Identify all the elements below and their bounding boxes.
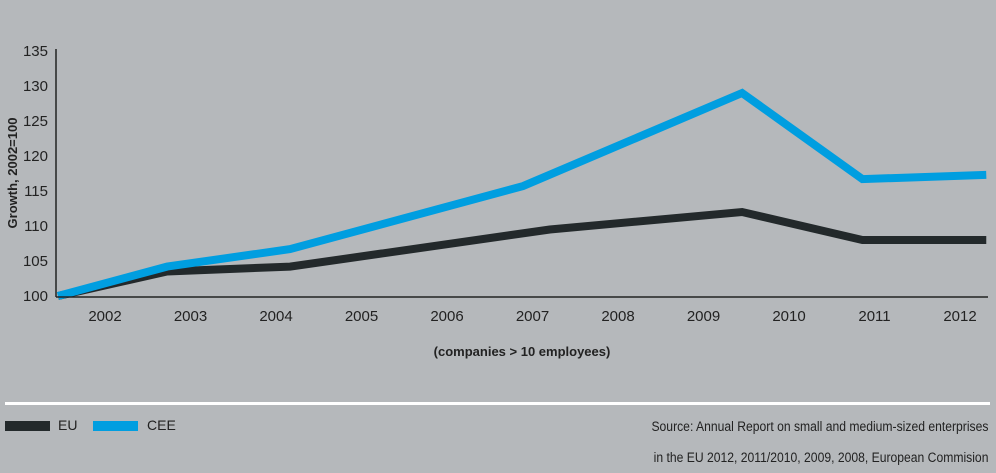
series-line-eu [57,207,987,300]
y-tick-label: 100 [23,288,48,305]
y-tick-label: 105 [23,253,48,270]
line-chart: 100 105 110 115 120 125 130 135 2002 2003 2004 200… [5,43,988,359]
y-tick-label: 130 [23,78,48,95]
x-tick-label: 2011 [858,308,890,325]
y-axis-label: Growth, 2002=100 [5,118,20,229]
y-tick-label: 125 [23,113,48,130]
x-tick-label: 2007 [516,308,549,325]
x-tick-label: 2012 [943,308,976,325]
x-tick-label: 2002 [88,308,121,325]
series-line-cee [56,88,987,300]
legend-swatch-eu [5,421,50,431]
source-note: Source: Annual Report on small and mediu… [651,411,988,473]
x-tick-label: 2006 [430,308,463,325]
x-tick-label: 2009 [687,308,720,325]
x-tick-label: 2005 [345,308,378,325]
divider [5,402,990,405]
y-tick-label: 110 [24,218,48,235]
legend-swatch-cee [93,421,138,431]
x-tick-label: 2004 [259,308,292,325]
legend-label-eu: EU [58,417,78,433]
x-axis-label: (companies > 10 employees) [434,344,611,359]
source-line-1: Source: Annual Report on small and mediu… [650,419,988,434]
legend-label-cee: CEE [147,417,176,433]
source-line-2: in the EU 2012, 2011/2010, 2009, 2008, E… [653,450,988,465]
y-tick-label: 135 [23,43,48,60]
x-tick-label: 2008 [601,308,634,325]
y-tick-label: 115 [24,183,48,200]
x-tick-label: 2003 [174,308,207,325]
y-tick-label: 120 [23,148,48,165]
x-tick-label: 2010 [772,308,805,325]
